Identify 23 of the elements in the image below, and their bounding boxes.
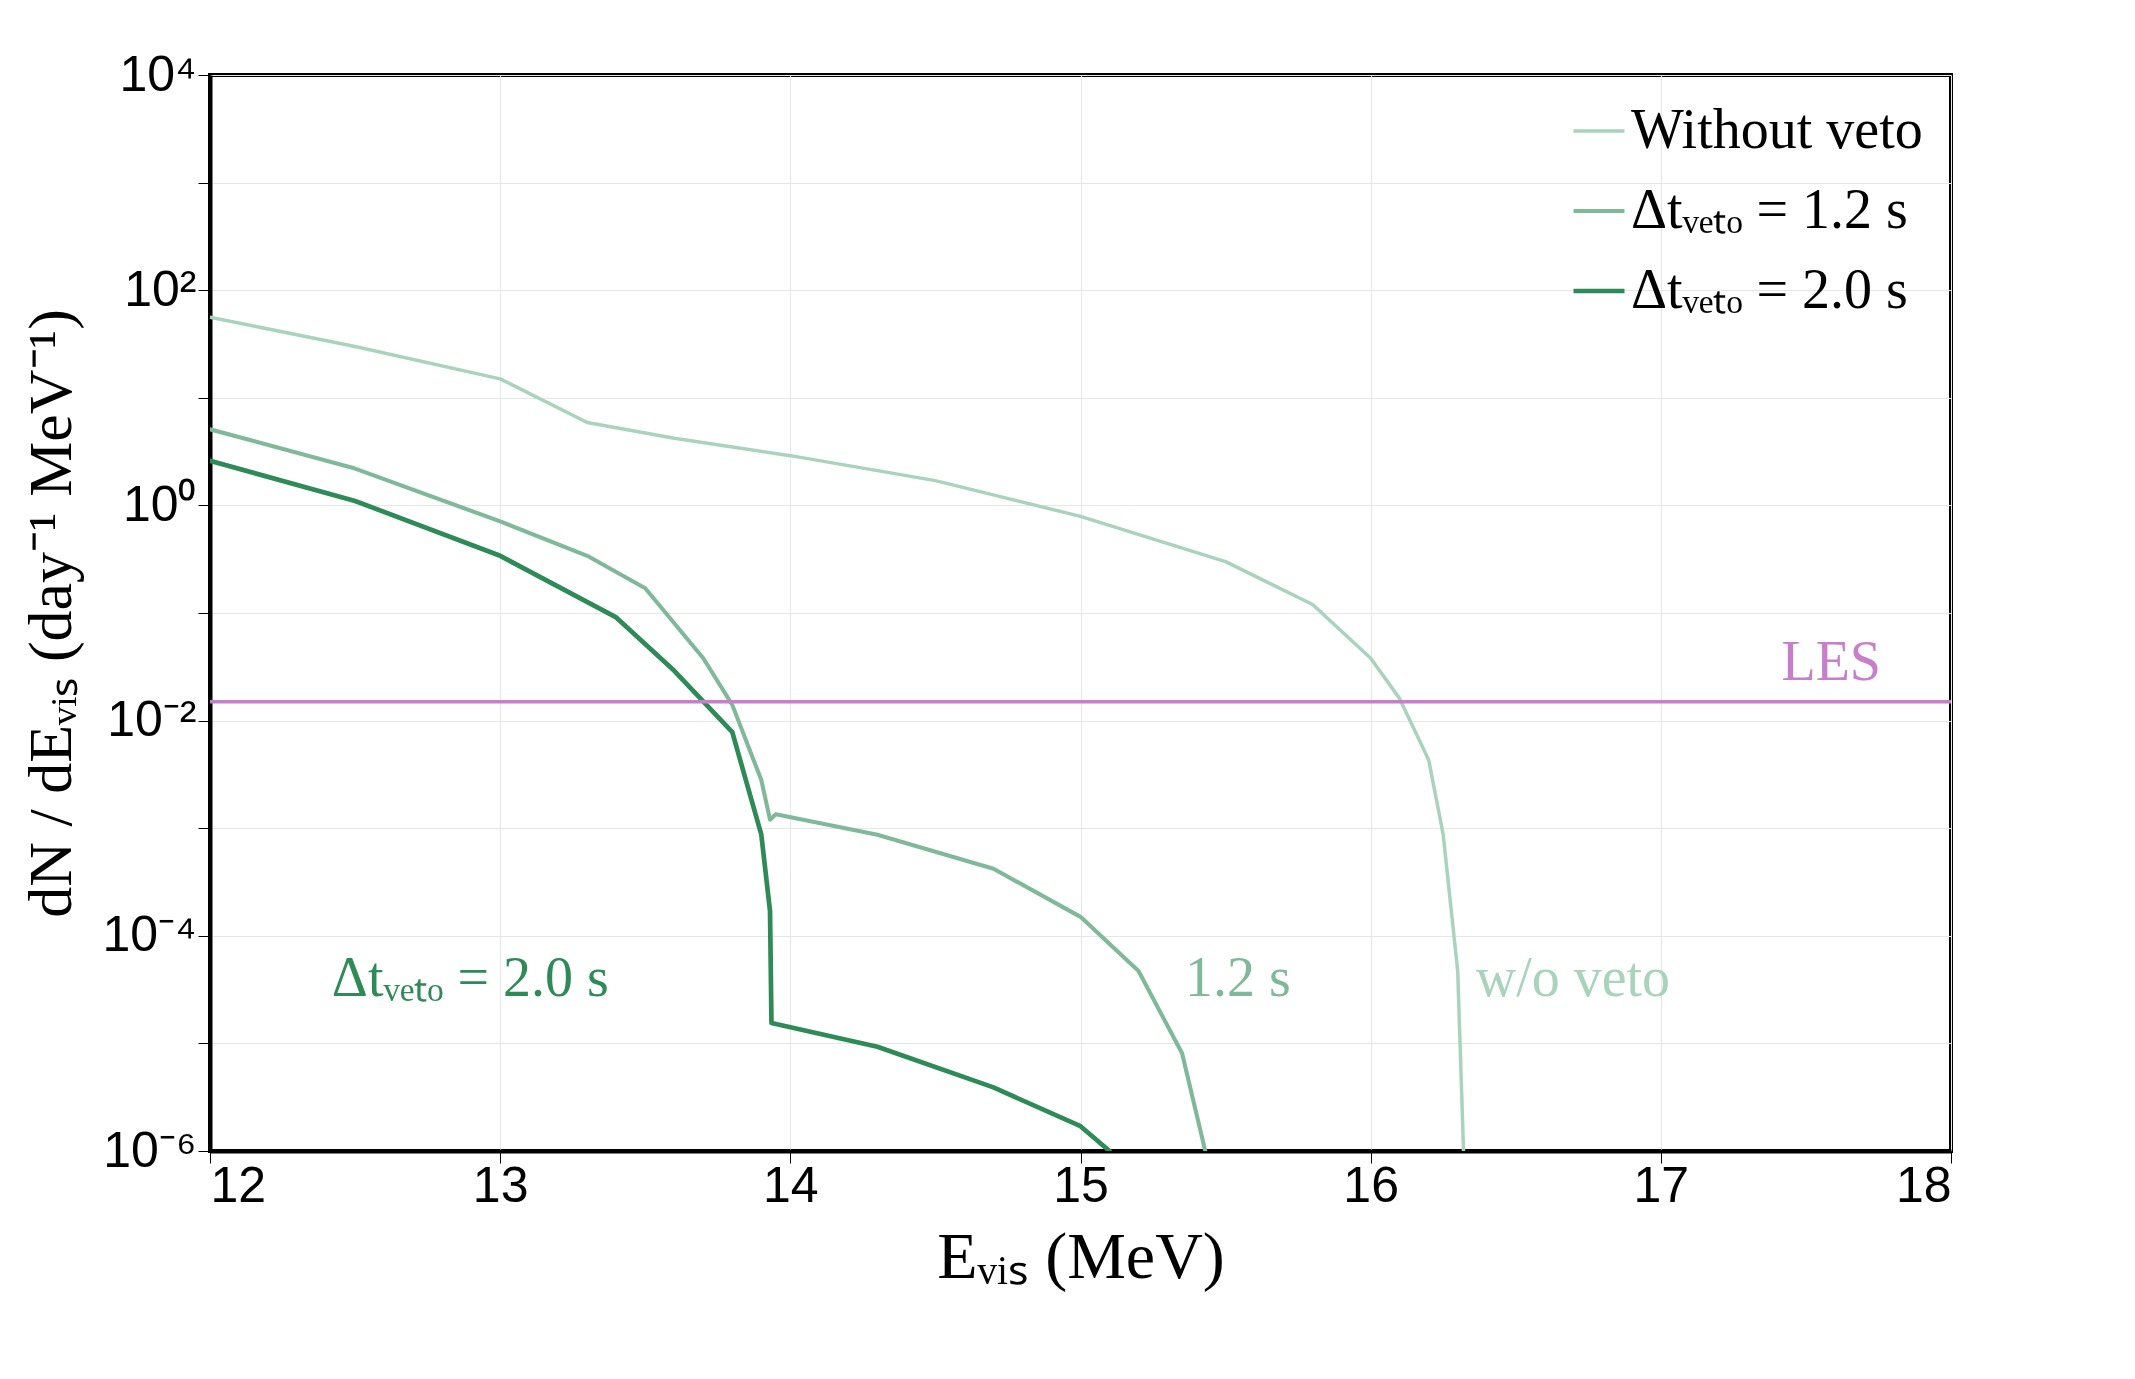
legend-label: Δtᵥₑₜₒ = 2.0 s bbox=[1631, 258, 1908, 320]
y-tick-label: 10⁰ bbox=[122, 475, 197, 532]
legend-label: Without veto bbox=[1631, 98, 1923, 160]
x-tick-label: 15 bbox=[1053, 1156, 1109, 1213]
y-tick-label: 10⁴ bbox=[119, 45, 197, 102]
annotation: Δtᵥₑₜₒ = 2.0 s bbox=[331, 945, 609, 1008]
ref-line-label: LES bbox=[1781, 629, 1881, 692]
line-series bbox=[210, 315, 1466, 1151]
y-tick-label: 10⁻⁴ bbox=[102, 906, 197, 963]
x-tick-label: 17 bbox=[1633, 1156, 1690, 1213]
x-tick-label: 12 bbox=[210, 1156, 267, 1213]
annotation: 1.2 s bbox=[1184, 945, 1291, 1008]
x-tick-label: 13 bbox=[472, 1156, 529, 1213]
y-tick-label: 10⁻⁶ bbox=[103, 1121, 197, 1178]
y-tick-label: 10⁻² bbox=[107, 691, 197, 748]
legend-label: Δtᵥₑₜₒ = 1.2 s bbox=[1631, 178, 1908, 240]
x-axis-title: Eᵥᵢₛ (MeV) bbox=[937, 1218, 1225, 1293]
x-tick-label: 18 bbox=[1895, 1156, 1952, 1213]
x-tick-label: 16 bbox=[1343, 1156, 1399, 1213]
y-axis-title: dN / dEᵥᵢₛ (day⁻¹ MeV⁻¹) bbox=[16, 309, 86, 918]
x-tick-label: 14 bbox=[763, 1156, 819, 1213]
y-tick-label: 10² bbox=[124, 260, 197, 317]
annotation: w/o veto bbox=[1475, 945, 1671, 1008]
